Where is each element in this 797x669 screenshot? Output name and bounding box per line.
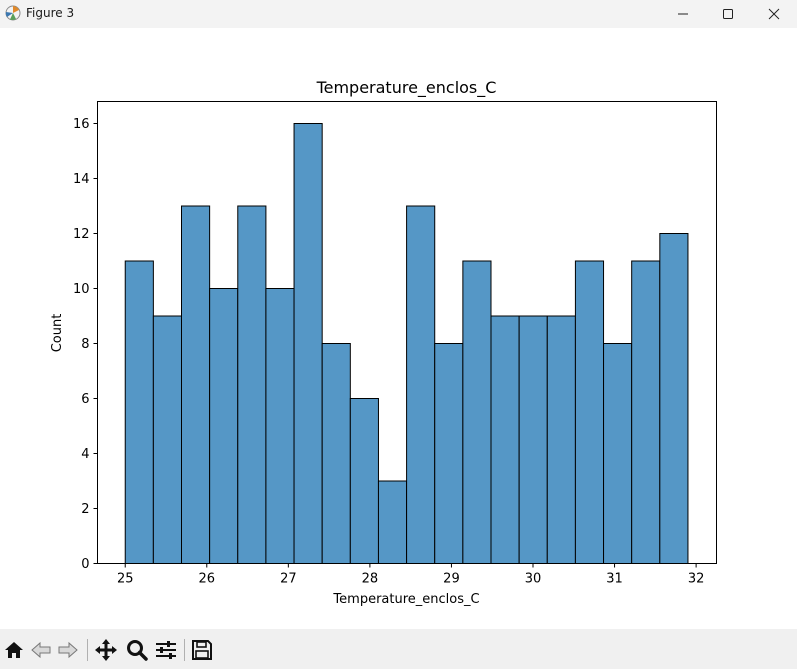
histogram-bar — [181, 205, 211, 564]
histogram-bar — [265, 288, 295, 564]
y-tick-label: 16 — [73, 117, 90, 132]
histogram-bar — [406, 205, 436, 564]
forward-arrow-icon — [58, 641, 78, 659]
y-tick-label: 12 — [73, 227, 90, 242]
zoom-button[interactable] — [124, 637, 150, 663]
x-tick-label: 31 — [606, 572, 623, 587]
histogram-bar — [603, 343, 633, 564]
navigation-toolbar — [0, 629, 797, 669]
histogram-bar — [518, 315, 548, 564]
histogram-bar — [152, 315, 183, 564]
save-floppy-icon — [192, 640, 212, 660]
x-tick-label: 30 — [525, 572, 542, 587]
x-tick-label: 27 — [280, 572, 297, 587]
minimize-button[interactable] — [660, 0, 706, 28]
x-tick-label: 25 — [117, 572, 134, 587]
forward-button[interactable] — [55, 637, 81, 663]
histogram-bar — [237, 205, 267, 564]
back-arrow-icon — [31, 641, 51, 659]
x-tick-label: 29 — [443, 572, 460, 587]
close-icon — [768, 8, 780, 20]
histogram-bar — [293, 123, 323, 564]
histogram-bar — [321, 343, 351, 564]
x-tick-label: 26 — [199, 572, 216, 587]
y-tick-label: 8 — [81, 337, 89, 352]
histogram-bar — [377, 480, 408, 564]
y-tick-label: 0 — [81, 557, 89, 572]
histogram-bar — [574, 260, 605, 564]
maximize-icon — [723, 9, 733, 19]
pan-move-icon — [95, 639, 117, 661]
matplotlib-figure-icon — [4, 4, 22, 22]
window-titlebar: Figure 3 — [0, 0, 797, 28]
histogram-bar — [659, 233, 689, 564]
histogram-chart: Temperature_enclos_C 25 26 27 28 29 30 31 32 02… — [50, 78, 717, 607]
histogram-bar — [349, 398, 379, 564]
x-tick-label: 32 — [688, 572, 705, 587]
zoom-magnifier-icon — [127, 640, 148, 661]
y-axis-label: Count — [50, 314, 65, 353]
y-tick-label: 2 — [81, 502, 89, 517]
plot-frame — [97, 101, 717, 564]
close-button[interactable] — [751, 0, 797, 28]
chart-title: Temperature_enclos_C — [316, 78, 497, 98]
x-tick-label: 28 — [362, 572, 379, 587]
histogram-bar — [631, 260, 661, 564]
configure-subplots-icon — [156, 641, 176, 659]
window-title: Figure 3 — [26, 6, 75, 20]
x-axis-label: Temperature_enclos_C — [332, 592, 479, 607]
histogram-bar — [124, 260, 154, 564]
toolbar-separator — [87, 639, 88, 661]
pan-button[interactable] — [93, 637, 119, 663]
histogram-bar — [490, 315, 520, 564]
configure-subplots-button[interactable] — [153, 637, 179, 663]
y-tick-label: 10 — [73, 282, 90, 297]
y-tick-label: 6 — [81, 392, 89, 407]
y-tick-label: 14 — [73, 172, 90, 187]
maximize-button[interactable] — [705, 0, 751, 28]
y-tick-label: 4 — [81, 447, 89, 462]
histogram-bar — [434, 343, 464, 564]
toolbar-separator — [184, 639, 185, 661]
histogram-bar — [462, 260, 492, 564]
save-button[interactable] — [189, 637, 215, 663]
home-button[interactable] — [1, 637, 27, 663]
back-button[interactable] — [28, 637, 54, 663]
minimize-icon — [678, 13, 688, 15]
histogram-bar — [209, 288, 239, 564]
home-icon — [5, 642, 23, 658]
histogram-bar — [546, 315, 576, 564]
